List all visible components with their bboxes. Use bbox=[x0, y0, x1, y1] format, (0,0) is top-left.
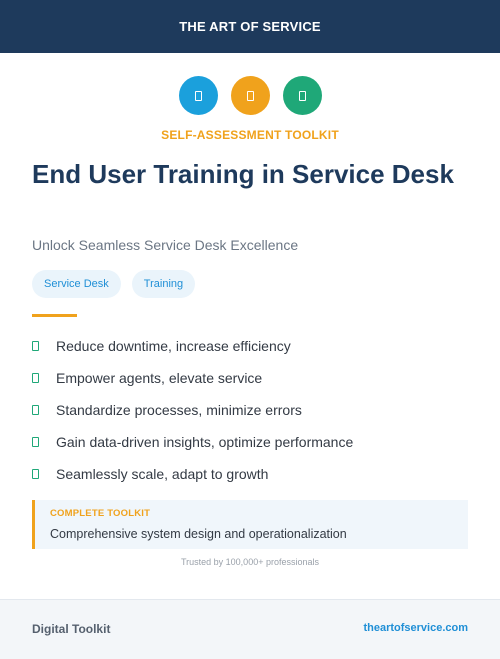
accent-divider bbox=[32, 314, 77, 317]
footer-website-link[interactable]: theartofservice.com bbox=[363, 622, 468, 634]
footer-product-type: Digital Toolkit bbox=[32, 622, 111, 636]
list-item-text: Gain data-driven insights, optimize perf… bbox=[56, 434, 354, 450]
icon-row bbox=[0, 76, 500, 115]
list-item: Seamlessly scale, adapt to growth bbox=[32, 458, 472, 490]
tag-list: Service Desk Training bbox=[32, 270, 196, 298]
document-icon bbox=[194, 90, 202, 101]
document-icon bbox=[298, 90, 306, 101]
check-icon bbox=[32, 373, 39, 383]
list-item-text: Seamlessly scale, adapt to growth bbox=[56, 466, 269, 482]
trust-line: Trusted by 100,000+ professionals bbox=[180, 557, 319, 567]
list-item: Empower agents, elevate service bbox=[32, 362, 472, 394]
list-item-text: Empower agents, elevate service bbox=[56, 370, 263, 386]
header-bar: THE ART OF SERVICE bbox=[0, 0, 500, 53]
list-item: Gain data-driven insights, optimize perf… bbox=[32, 426, 472, 458]
green-document-icon bbox=[282, 76, 322, 115]
list-item: Reduce downtime, increase efficiency bbox=[32, 330, 472, 362]
brand-name: THE ART OF SERVICE bbox=[179, 19, 321, 34]
check-icon bbox=[32, 405, 39, 415]
subtitle: Unlock Seamless Service Desk Excellence bbox=[32, 237, 299, 253]
orange-document-icon bbox=[230, 76, 270, 115]
tag-training[interactable]: Training bbox=[131, 270, 196, 298]
kicker-label: SELF-ASSESSMENT TOOLKIT bbox=[161, 128, 339, 142]
check-icon bbox=[32, 341, 39, 351]
page-title: End User Training in Service Desk bbox=[32, 159, 454, 189]
list-item: Standardize processes, minimize errors bbox=[32, 394, 472, 426]
list-item-text: Reduce downtime, increase efficiency bbox=[56, 338, 291, 354]
callout-text: Comprehensive system design and operatio… bbox=[50, 527, 347, 541]
callout-label: COMPLETE TOOLKIT bbox=[50, 508, 151, 519]
blue-document-icon bbox=[178, 76, 218, 115]
footer: Digital Toolkit theartofservice.com bbox=[0, 599, 500, 659]
check-icon bbox=[32, 437, 39, 447]
complete-toolkit-callout: COMPLETE TOOLKIT Comprehensive system de… bbox=[32, 500, 468, 549]
check-icon bbox=[32, 469, 39, 479]
document-icon bbox=[246, 90, 254, 101]
tag-service-desk[interactable]: Service Desk bbox=[32, 270, 121, 298]
benefit-list: Reduce downtime, increase efficiency Emp… bbox=[32, 330, 472, 490]
list-item-text: Standardize processes, minimize errors bbox=[56, 402, 302, 418]
